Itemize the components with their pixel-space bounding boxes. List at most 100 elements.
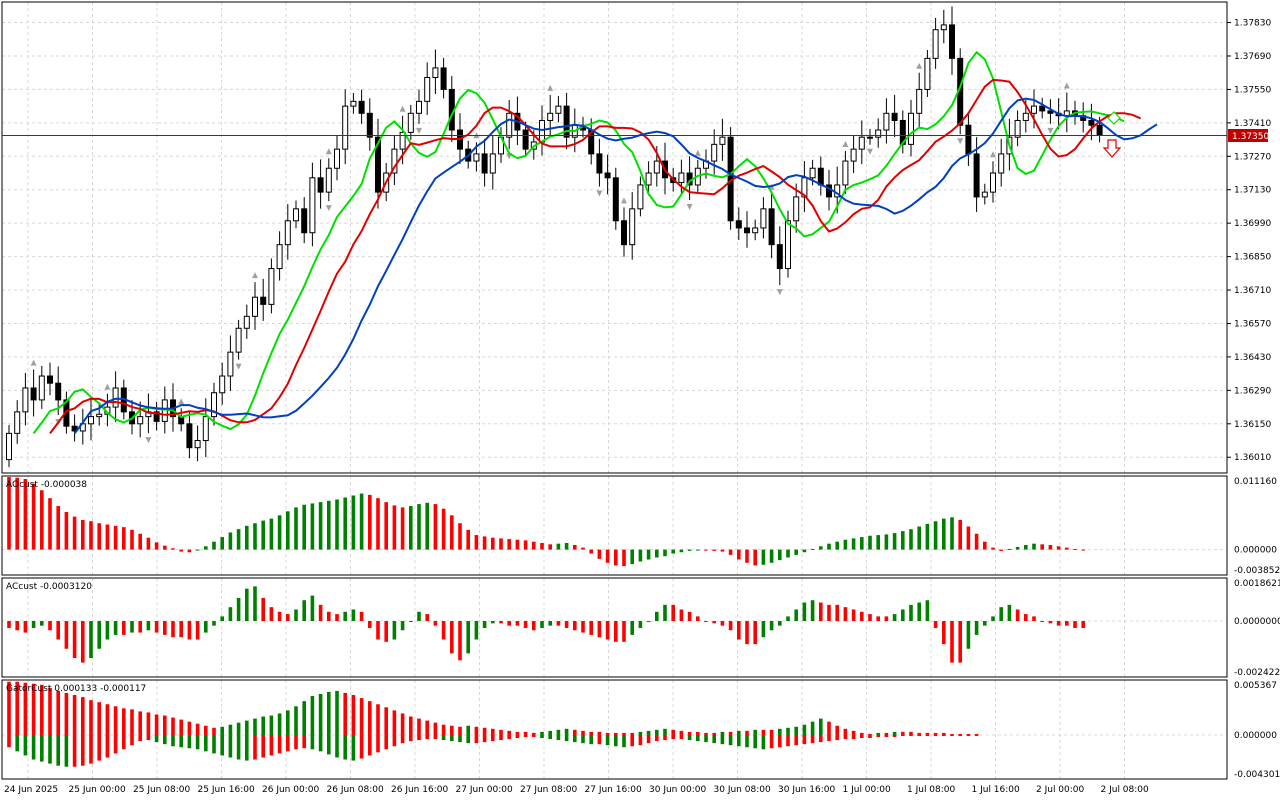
histogram-bar xyxy=(991,547,995,550)
bull-candle xyxy=(990,172,996,193)
histogram-bar xyxy=(138,621,142,633)
bull-candle xyxy=(211,392,217,418)
price-axis-label: 1.36990 xyxy=(1234,219,1271,229)
bull-candle xyxy=(227,351,234,377)
bull-candle xyxy=(137,416,144,425)
histogram-bar xyxy=(679,609,684,622)
time-axis-label: 1 Jul 08:00 xyxy=(907,785,956,795)
histogram-bar xyxy=(843,607,848,622)
histogram-bar xyxy=(622,621,626,642)
histogram-bar xyxy=(458,523,462,550)
bull-candle xyxy=(678,172,685,184)
gator-upper-bar xyxy=(720,731,725,735)
gator-lower-bar xyxy=(343,734,347,760)
gator-upper-bar xyxy=(884,732,889,735)
bull-candle xyxy=(219,375,226,394)
gator-lower-bar xyxy=(400,734,405,744)
gator-lower-bar xyxy=(146,734,151,741)
histogram-bar xyxy=(597,621,602,638)
histogram-bar xyxy=(671,549,675,554)
gator-upper-bar xyxy=(146,712,151,735)
gator-upper-bar xyxy=(933,732,938,735)
gator-lower-bar xyxy=(220,734,224,756)
histogram-bar xyxy=(737,621,741,640)
histogram-bar xyxy=(507,621,511,626)
gator-lower-bar xyxy=(925,734,930,736)
gator-lower-bar xyxy=(605,734,610,746)
gator-lower-bar xyxy=(523,734,528,738)
histogram-bar xyxy=(679,549,684,553)
ac-panel-title: ACcust -0.0003120 xyxy=(6,582,92,592)
histogram-bar xyxy=(614,549,618,566)
histogram-bar xyxy=(851,609,856,622)
gator-lower-bar xyxy=(614,734,618,747)
gator-lower-bar xyxy=(663,734,667,741)
histogram-bar xyxy=(146,621,151,631)
histogram-bar xyxy=(589,621,593,635)
gator-upper-bar xyxy=(351,695,356,735)
gator-lower-bar xyxy=(532,734,536,738)
fractal-up-marker xyxy=(694,149,701,156)
fractal-up-marker xyxy=(104,383,111,390)
gator-upper-bar xyxy=(638,731,643,735)
gator-upper-bar xyxy=(761,729,766,735)
gator-lower-bar xyxy=(737,734,741,747)
histogram-bar xyxy=(113,621,118,635)
histogram-bar xyxy=(925,600,930,622)
bull-candle xyxy=(309,177,316,234)
histogram-bar xyxy=(1032,543,1036,550)
gator-lower-bar xyxy=(48,734,52,764)
gator-upper-bar xyxy=(581,730,585,735)
gator-lower-bar xyxy=(122,734,126,750)
histogram-bar xyxy=(351,495,356,550)
bull-candle xyxy=(785,220,791,270)
bull-candle xyxy=(1014,119,1021,138)
histogram-bar xyxy=(802,602,807,622)
gator-lower-bar xyxy=(950,734,954,736)
gator-lower-bar xyxy=(843,734,848,740)
gator-lower-bar xyxy=(548,734,552,740)
gator-lower-bar xyxy=(581,734,585,744)
gator-upper-bar xyxy=(245,720,249,735)
histogram-bar xyxy=(261,520,265,550)
gator-upper-bar xyxy=(753,729,757,735)
price-axis-label: 1.37270 xyxy=(1234,152,1271,162)
ac-panel[interactable] xyxy=(7,586,1085,663)
bull-candle xyxy=(424,76,431,102)
histogram-bar xyxy=(523,621,528,628)
gator-upper-bar xyxy=(417,718,421,735)
bear-candle xyxy=(621,220,627,246)
bear-candle xyxy=(891,112,898,121)
gator-upper-bar xyxy=(400,713,405,735)
gator-upper-bar xyxy=(786,727,790,735)
histogram-bar xyxy=(737,549,741,560)
gator-upper-bar xyxy=(441,724,446,735)
gator-upper-bar xyxy=(425,720,429,735)
bear-candle xyxy=(186,423,193,449)
gator-upper-bar xyxy=(343,692,347,735)
histogram-bar xyxy=(163,545,167,550)
gator-upper-bar xyxy=(901,731,905,735)
down-arrow-icon[interactable] xyxy=(1102,139,1122,158)
time-axis-label: 30 Jun 00:00 xyxy=(649,785,706,795)
bull-candle xyxy=(399,131,406,150)
diamond-icon[interactable] xyxy=(1107,111,1121,125)
gator-lower-bar xyxy=(491,734,495,742)
gator-lower-bar xyxy=(597,734,602,745)
histogram-bar xyxy=(97,523,101,550)
price-panel[interactable] xyxy=(6,6,1158,468)
bear-candle xyxy=(1088,119,1095,126)
histogram-bar xyxy=(236,529,241,550)
gator-upper-bar xyxy=(384,707,388,735)
gator-lower-bar xyxy=(499,734,503,741)
ao-panel[interactable] xyxy=(7,477,1085,567)
bull-candle xyxy=(38,375,45,401)
gator-panel[interactable] xyxy=(7,681,979,767)
bear-candle xyxy=(1096,124,1103,136)
histogram-bar xyxy=(728,549,733,555)
price-axis-label: 1.36850 xyxy=(1234,253,1271,263)
histogram-bar xyxy=(359,493,364,550)
histogram-bar xyxy=(958,519,962,550)
gator-upper-bar xyxy=(917,732,921,735)
